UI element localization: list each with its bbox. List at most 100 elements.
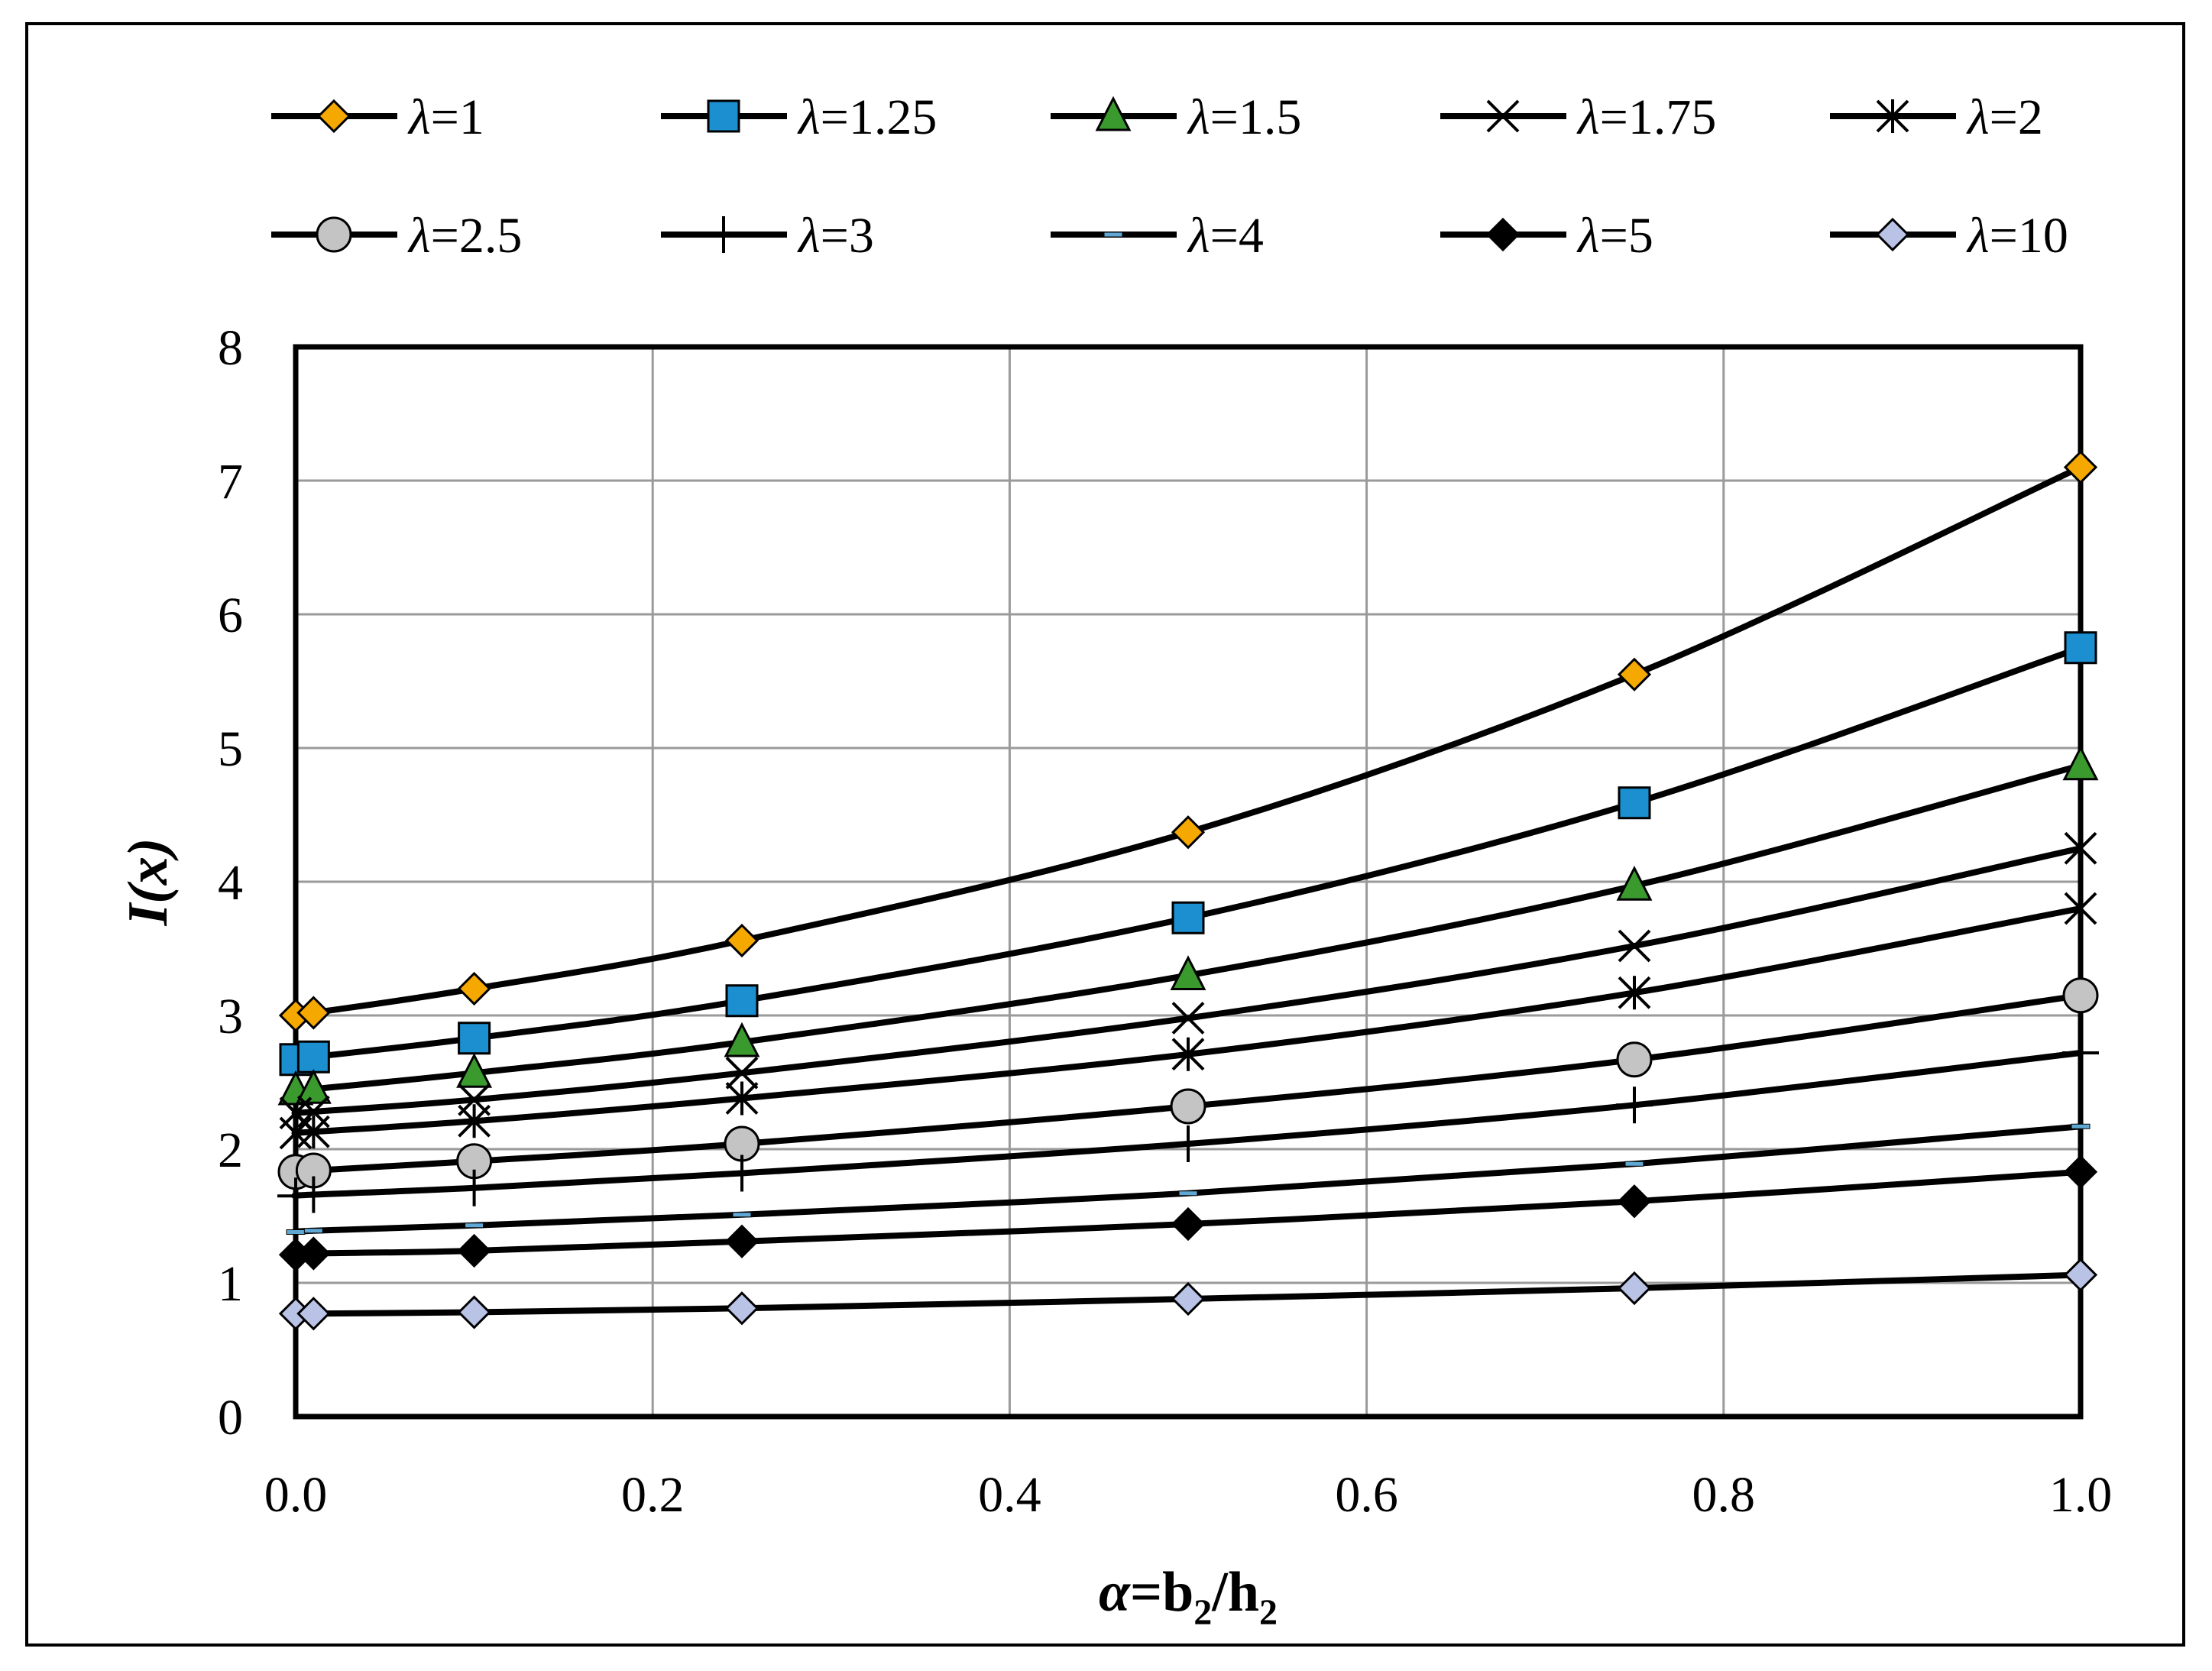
data-point-s0-p4 (1171, 815, 1206, 850)
y-tick-label-5: 5 (218, 721, 243, 777)
y-tick-label-7: 7 (218, 454, 243, 510)
data-point-s3-p6-stroke (2064, 831, 2097, 865)
x-tick-label-0: 0.0 (264, 1467, 328, 1523)
y-tick-label-2: 2 (218, 1122, 243, 1178)
data-point-s4-p3-stroke (725, 1081, 759, 1116)
data-point-s4-p6 (2064, 892, 2097, 925)
y-tick-label-4: 4 (218, 855, 243, 911)
x-axis-ticks: 0.0 0.2 0.4 0.6 0.8 1.0 (264, 1467, 2113, 1523)
data-point-s3-p4-stroke (1171, 1002, 1205, 1035)
data-point-s7-p4 (1178, 1190, 1198, 1197)
data-point-s6-p6 (2062, 1035, 2099, 1071)
data-point-s4-p5 (1618, 976, 1651, 1010)
data-point-s9-p4 (1171, 1281, 1206, 1316)
data-point-s7-p0 (286, 1229, 306, 1235)
plot-area-border (293, 344, 2084, 1420)
data-point-s5-p4 (1170, 1088, 1206, 1125)
legend-label-7: λ=4 (1187, 208, 1264, 264)
data-point-s0-p1 (296, 996, 331, 1030)
data-point-s3-p6 (2064, 831, 2097, 865)
data-point-s2-p1 (295, 1068, 332, 1104)
data-point-s8-p3 (724, 1224, 759, 1258)
data-point-s4-p1 (296, 1115, 330, 1149)
legend-label-4: λ=2 (1966, 89, 2043, 145)
x-tick-label-4: 0.8 (1692, 1467, 1756, 1523)
data-point-s1-p4 (1171, 901, 1205, 934)
data-point-s2-p2 (456, 1052, 493, 1088)
data-point-s8-p6 (2063, 1154, 2098, 1189)
legend-item-8: λ=5 (1440, 208, 1653, 264)
data-point-s3-p4 (1171, 1002, 1205, 1035)
data-point-s6-p1-stroke (295, 1176, 332, 1213)
x-tick-label-2: 0.4 (978, 1467, 1041, 1523)
y-axis-ticks: 0 1 2 3 4 5 6 7 8 (218, 320, 243, 1446)
legend-label-8: λ=5 (1576, 208, 1653, 264)
legend-item-5: λ=2.5 (271, 208, 522, 264)
data-point-s4-p3 (725, 1081, 759, 1116)
data-point-s4-p2 (458, 1104, 491, 1138)
data-point-s6-p3-stroke (724, 1154, 760, 1192)
legend-marker-7 (1103, 232, 1123, 238)
data-point-s6-p6-stroke (2062, 1035, 2099, 1071)
data-point-s3-p5-stroke (1618, 929, 1651, 963)
series-line-6 (291, 1050, 2081, 1200)
legend-label-9: λ=10 (1966, 208, 2068, 264)
data-point-s7-p5 (1624, 1161, 1644, 1167)
x-axis-title: α=b2/h2 (1099, 1561, 1278, 1633)
data-point-s6-p5 (1616, 1086, 1653, 1124)
data-point-s4-p5-stroke (1618, 976, 1651, 1010)
data-point-s9-p5 (1617, 1271, 1652, 1306)
data-point-s6-p5-stroke (1616, 1086, 1653, 1124)
series-line-3 (291, 845, 2081, 1116)
y-tick-label-3: 3 (218, 989, 243, 1044)
legend-marker-2 (1095, 96, 1132, 131)
series-line-0 (291, 464, 2082, 1019)
data-point-s9-p2 (457, 1295, 491, 1329)
data-point-s0-p5 (1617, 657, 1652, 691)
legend-item-4: λ=2 (1830, 89, 2043, 145)
data-point-s4-p6-stroke (2064, 892, 2097, 925)
x-tick-label-3: 0.6 (1335, 1467, 1398, 1523)
legend-marker-6-stroke (705, 216, 742, 253)
series-line-7 (291, 1123, 2081, 1235)
data-point-s8-p4 (1171, 1206, 1206, 1242)
legend-label-5: λ=2.5 (407, 208, 522, 264)
series-line-1 (291, 645, 2082, 1063)
data-point-s8-p5 (1617, 1184, 1652, 1219)
legend-item-6: λ=3 (661, 208, 874, 264)
figure-frame (25, 22, 2185, 1647)
legend: λ=1 λ=1.25 λ=1.5 λ=1.75 λ=2 λ=2.5 λ=3 λ=4 λ=5 λ=1… (271, 89, 2068, 264)
data-point-s6-p1 (295, 1176, 332, 1213)
data-point-s7-p2 (465, 1222, 484, 1229)
data-point-s0-p3 (724, 923, 759, 958)
legend-marker-5 (316, 216, 352, 253)
data-point-s2-p5 (1616, 865, 1653, 901)
data-point-s0-p2 (457, 971, 491, 1006)
y-tick-label-8: 8 (218, 320, 243, 376)
series-lines (291, 464, 2082, 1317)
legend-item-9: λ=10 (1830, 208, 2068, 264)
data-point-s1-p5 (1618, 786, 1651, 820)
data-point-s7-p1 (303, 1228, 323, 1234)
legend-marker-0 (316, 99, 351, 134)
data-point-s8-p1 (296, 1236, 331, 1271)
data-point-s4-p1-stroke (296, 1115, 330, 1149)
legend-marker-8 (1485, 217, 1521, 252)
data-point-s4-p2-stroke (458, 1104, 491, 1138)
series-line-9 (291, 1271, 2081, 1317)
legend-label-6: λ=3 (797, 208, 874, 264)
x-tick-label-1: 0.2 (621, 1467, 685, 1523)
data-point-s7-p6 (2071, 1123, 2091, 1129)
x-tick-label-5: 1.0 (2049, 1467, 2113, 1523)
legend-item-3: λ=1.75 (1440, 89, 1716, 145)
data-point-s6-p2 (455, 1169, 493, 1206)
legend-label-2: λ=1.5 (1187, 89, 1301, 145)
y-tick-label-6: 6 (218, 588, 243, 643)
legend-marker-4 (1876, 99, 1909, 133)
legend-label-0: λ=1 (407, 89, 484, 145)
legend-label-3: λ=1.75 (1576, 89, 1716, 145)
data-point-s9-p1 (296, 1297, 331, 1331)
legend-marker-6 (705, 216, 742, 253)
